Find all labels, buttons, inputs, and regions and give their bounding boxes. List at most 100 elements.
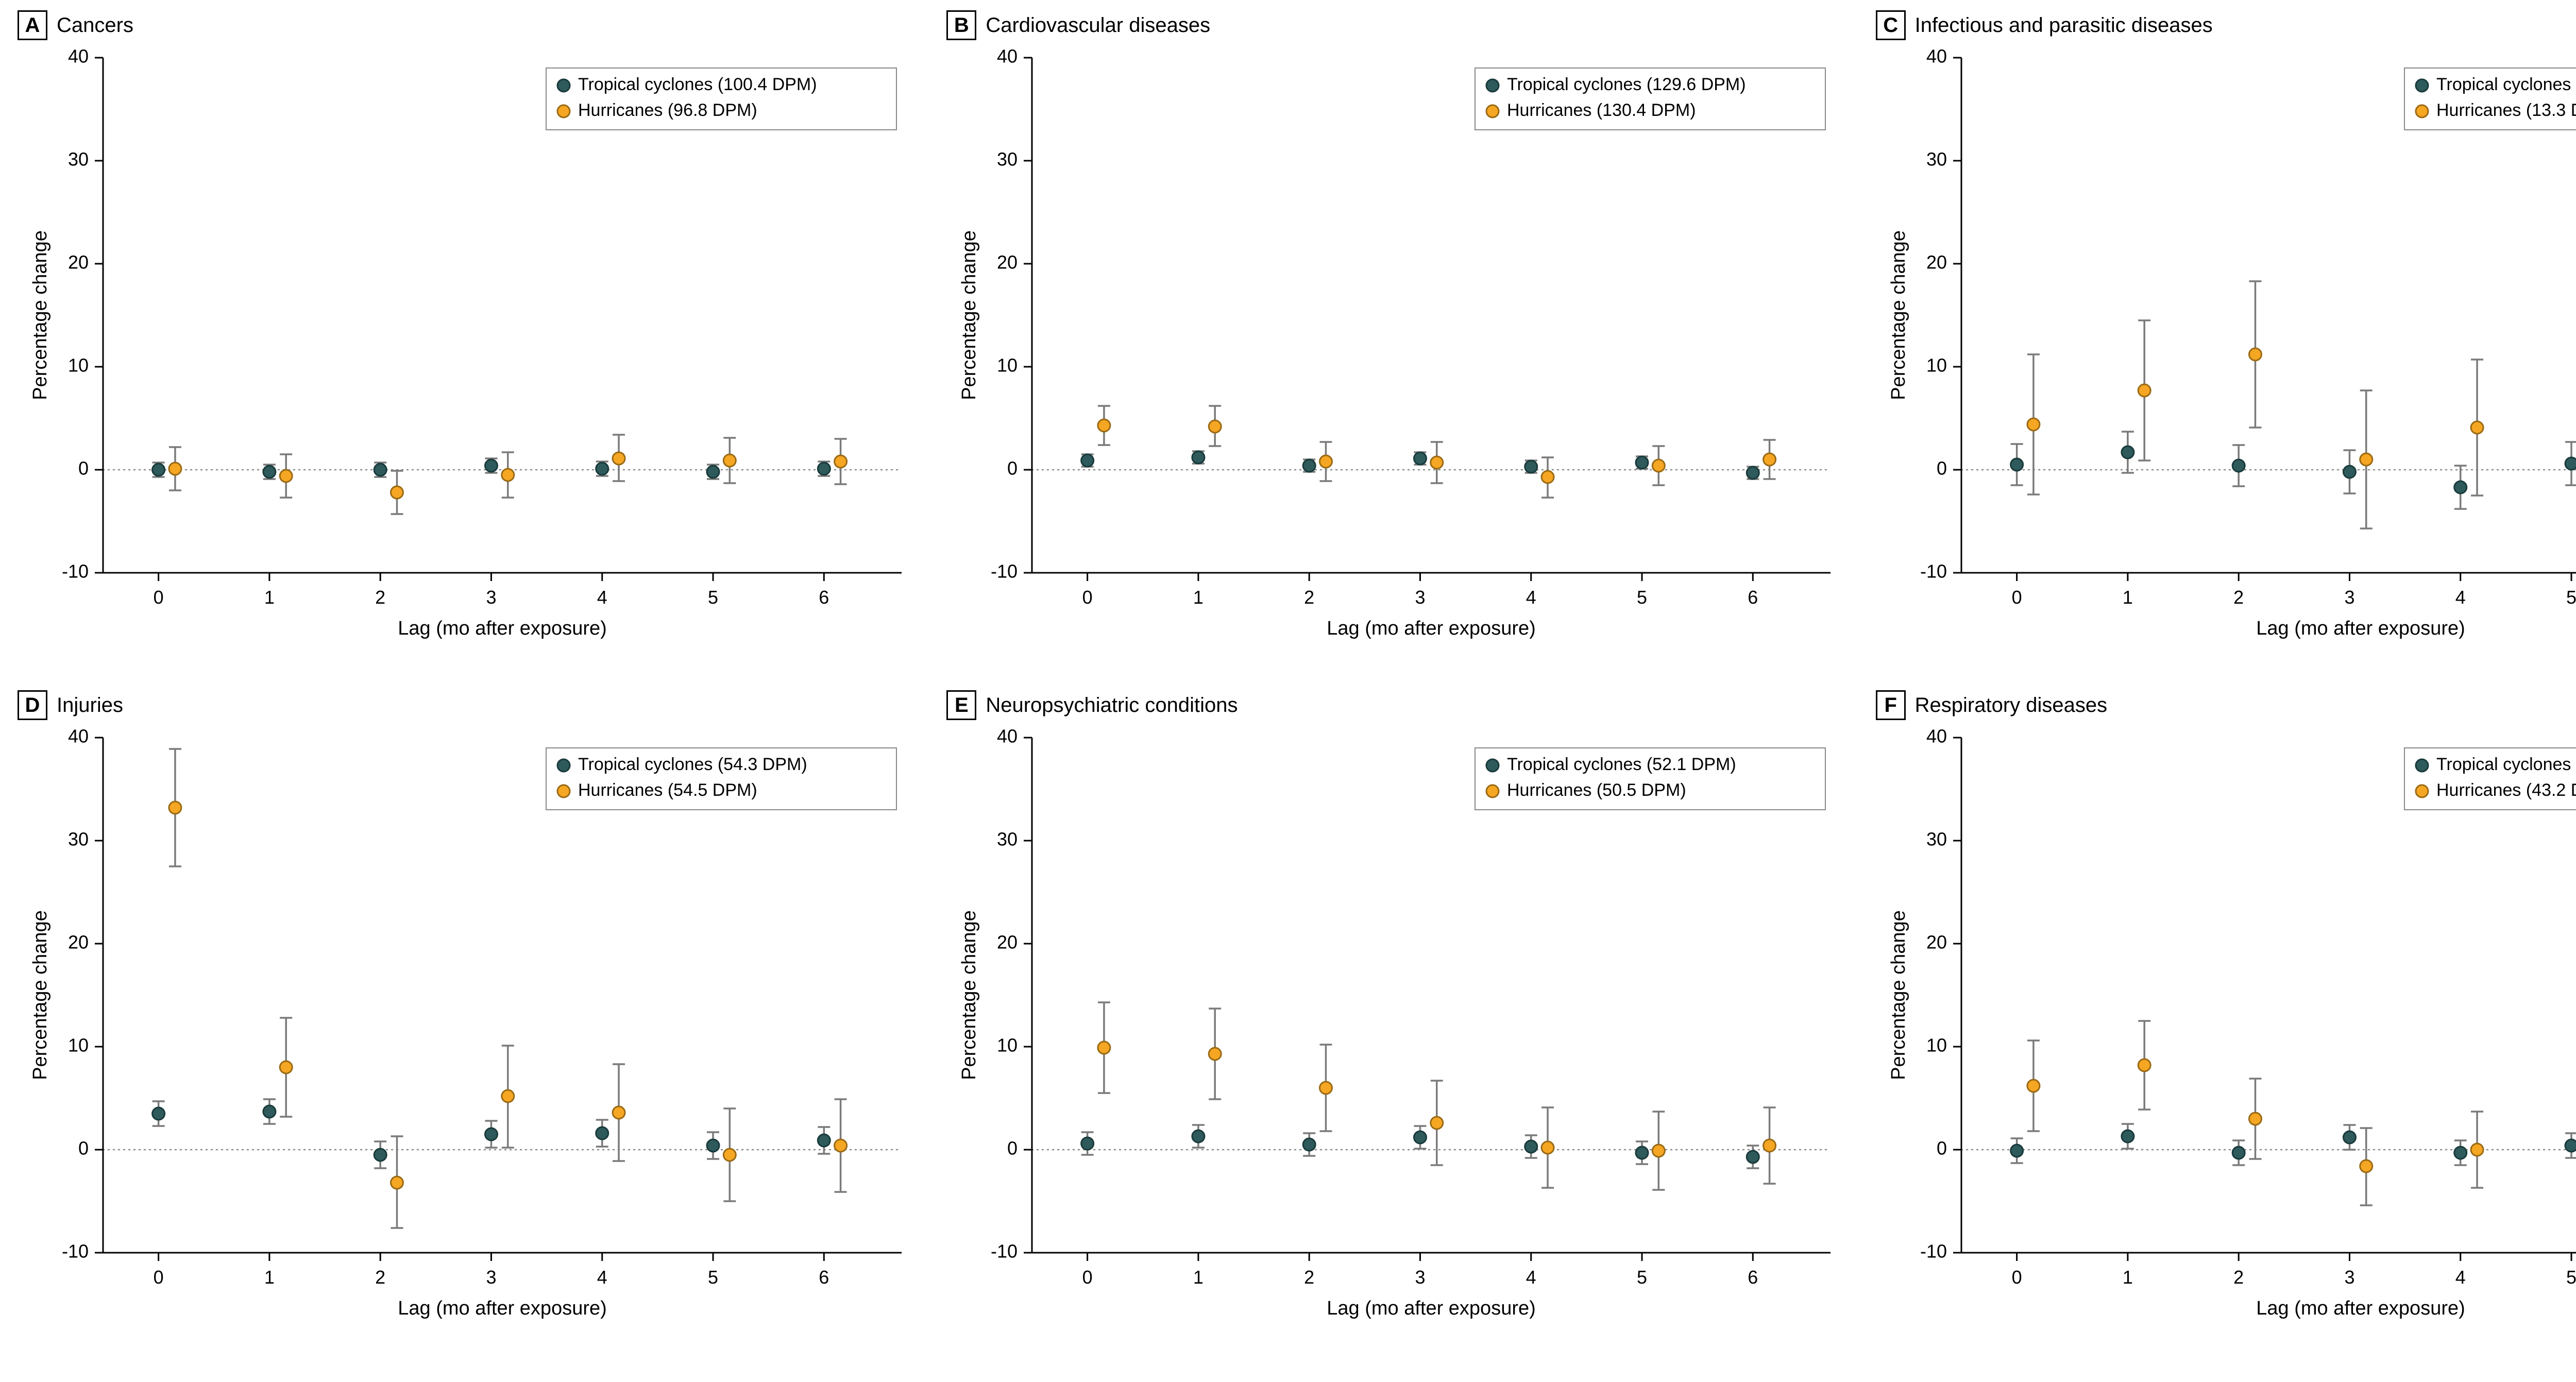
svg-text:Tropical cyclones (100.4 DPM): Tropical cyclones (100.4 DPM) <box>578 75 817 94</box>
svg-text:0: 0 <box>1937 1138 1947 1159</box>
svg-text:30: 30 <box>997 829 1018 850</box>
svg-text:Hurricanes (130.4 DPM): Hurricanes (130.4 DPM) <box>1507 100 1696 120</box>
svg-text:20: 20 <box>68 252 89 273</box>
svg-text:2: 2 <box>1304 1267 1315 1288</box>
panel-chart: -100102030400123456Percentage changeLag … <box>944 722 1851 1330</box>
svg-text:Lag (mo after exposure): Lag (mo after exposure) <box>2256 618 2465 639</box>
svg-text:10: 10 <box>1926 355 1947 376</box>
svg-text:30: 30 <box>68 829 89 850</box>
svg-text:40: 40 <box>997 46 1018 67</box>
svg-text:0: 0 <box>1082 587 1093 608</box>
svg-text:30: 30 <box>997 149 1018 170</box>
svg-text:5: 5 <box>1637 1267 1647 1288</box>
svg-text:40: 40 <box>1926 726 1947 747</box>
svg-text:Percentage change: Percentage change <box>1888 910 1909 1080</box>
svg-text:Tropical cyclones (44.9 DPM): Tropical cyclones (44.9 DPM) <box>2436 755 2576 774</box>
svg-text:1: 1 <box>264 1267 275 1288</box>
svg-text:20: 20 <box>997 252 1018 273</box>
svg-text:0: 0 <box>78 458 89 479</box>
svg-text:4: 4 <box>597 1267 607 1288</box>
svg-text:1: 1 <box>1193 1267 1204 1288</box>
svg-text:30: 30 <box>1926 829 1947 850</box>
svg-text:20: 20 <box>1926 932 1947 953</box>
svg-text:Percentage change: Percentage change <box>29 910 51 1080</box>
svg-text:5: 5 <box>2566 587 2576 608</box>
panel-F: FRespiratory diseases-100102030400123456… <box>1874 690 2576 1360</box>
panel-title: Neuropsychiatric conditions <box>986 694 1238 717</box>
svg-text:20: 20 <box>68 932 89 953</box>
svg-text:6: 6 <box>1748 587 1758 608</box>
svg-text:Hurricanes (43.2 DPM): Hurricanes (43.2 DPM) <box>2436 780 2576 800</box>
legend: Tropical cyclones (52.1 DPM) Hurricanes (… <box>1475 748 1825 810</box>
svg-text:Tropical cyclones (129.6 DPM): Tropical cyclones (129.6 DPM) <box>1507 75 1746 94</box>
svg-text:2: 2 <box>2233 1267 2244 1288</box>
panel-letter: B <box>946 10 976 40</box>
svg-text:3: 3 <box>486 587 496 608</box>
panel-header: E Neuropsychiatric conditions <box>944 690 1858 720</box>
panel-body: -100102030400123456Percentage changeLag … <box>944 722 1858 1360</box>
svg-text:40: 40 <box>997 726 1018 747</box>
svg-text:5: 5 <box>708 1267 718 1288</box>
svg-text:Percentage change: Percentage change <box>958 230 980 400</box>
svg-text:Lag (mo after exposure): Lag (mo after exposure) <box>1327 618 1536 639</box>
panel-chart: -100102030400123456Percentage changeLag … <box>944 42 1851 650</box>
svg-text:-10: -10 <box>1920 561 1947 582</box>
svg-text:40: 40 <box>68 726 89 747</box>
svg-text:-10: -10 <box>62 1241 89 1262</box>
legend: Tropical cyclones (100.4 DPM) Hurricanes … <box>546 68 896 130</box>
svg-text:Hurricanes (96.8 DPM): Hurricanes (96.8 DPM) <box>578 100 757 120</box>
svg-text:5: 5 <box>2566 1267 2576 1288</box>
panel-header: CInfectious and parasitic diseases <box>1874 10 2576 40</box>
panel-body: -100102030400123456Percentage changeLag … <box>1874 722 2576 1360</box>
panel-letter: C <box>1876 10 1906 40</box>
legend: Tropical cyclones (129.6 DPM) Hurricanes … <box>1475 68 1825 130</box>
svg-text:-10: -10 <box>62 561 89 582</box>
svg-text:0: 0 <box>1082 1267 1093 1288</box>
panel-chart: -100102030400123456Percentage changeLag … <box>1874 42 2576 650</box>
svg-text:4: 4 <box>1526 1267 1536 1288</box>
panel-title: Cancers <box>57 14 133 37</box>
svg-text:6: 6 <box>819 1267 829 1288</box>
legend: Tropical cyclones (44.9 DPM) Hurricanes (… <box>2404 748 2576 810</box>
panel-body: -100102030400123456Percentage changeLag … <box>15 722 929 1360</box>
svg-text:0: 0 <box>1007 458 1018 479</box>
svg-text:3: 3 <box>1415 1267 1426 1288</box>
panel-E: ENeuropsychiatric conditions-10010203040… <box>944 690 1858 1360</box>
panel-chart: -100102030400123456Percentage changeLag … <box>15 722 922 1330</box>
svg-text:-10: -10 <box>991 1241 1018 1262</box>
svg-text:Tropical cyclones (52.1 DPM): Tropical cyclones (52.1 DPM) <box>1507 755 1736 774</box>
svg-text:20: 20 <box>997 932 1018 953</box>
svg-text:Hurricanes (13.3 DPM): Hurricanes (13.3 DPM) <box>2436 100 2576 120</box>
panel-letter: E <box>946 690 976 720</box>
panel-D: DInjuries-100102030400123456Percentage c… <box>15 690 929 1360</box>
svg-text:5: 5 <box>708 587 718 608</box>
svg-text:5: 5 <box>1637 587 1647 608</box>
panel-letter: F <box>1876 690 1906 720</box>
panel-body: -100102030400123456Percentage changeLag … <box>944 42 1858 680</box>
svg-text:2: 2 <box>375 1267 385 1288</box>
svg-text:0: 0 <box>1007 1138 1018 1159</box>
legend: Tropical cyclones (54.3 DPM)Hurricanes (… <box>546 748 896 810</box>
svg-text:Percentage change: Percentage change <box>1888 230 1909 400</box>
svg-text:Percentage change: Percentage change <box>958 910 980 1080</box>
panel-header: BCardiovascular diseases <box>944 10 1858 40</box>
panel-body: -100102030400123456Percentage changeLag … <box>15 42 929 680</box>
svg-text:10: 10 <box>1926 1035 1947 1056</box>
svg-text:0: 0 <box>1937 458 1947 479</box>
panel-title: Respiratory diseases <box>1915 694 2108 717</box>
legend: Tropical cyclones (11.7 DPM)Hurricanes (… <box>2404 68 2576 130</box>
svg-text:Lag (mo after exposure): Lag (mo after exposure) <box>2256 1298 2465 1319</box>
svg-text:6: 6 <box>819 587 829 608</box>
panel-C: CInfectious and parasitic diseases -10 0 10… <box>1874 10 2576 680</box>
svg-text:4: 4 <box>2455 1267 2465 1288</box>
panel-title: Injuries <box>57 694 123 717</box>
panel-header: DInjuries <box>15 690 929 720</box>
svg-text:Hurricanes (50.5 DPM): Hurricanes (50.5 DPM) <box>1507 780 1686 800</box>
svg-text:40: 40 <box>68 46 89 67</box>
svg-text:2: 2 <box>375 587 385 608</box>
svg-text:30: 30 <box>68 149 89 170</box>
svg-text:40: 40 <box>1926 46 1947 67</box>
svg-text:3: 3 <box>1415 587 1426 608</box>
svg-text:4: 4 <box>597 587 607 608</box>
svg-text:1: 1 <box>2123 587 2133 608</box>
